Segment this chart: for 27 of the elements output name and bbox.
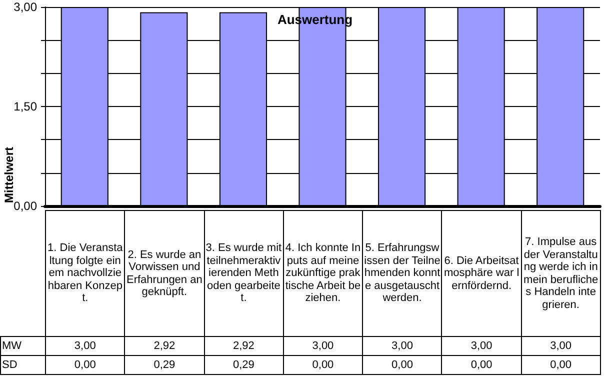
text: 0,29 <box>204 356 284 374</box>
y-tick-label: 1,50 <box>14 100 38 114</box>
data-label: 3,00 <box>283 336 363 356</box>
y-tick-label: 0,00 <box>14 199 38 213</box>
x-tick-label: 1. Die Veranstaltung folgte einem nachvollziehbaren Konzept. <box>46 210 125 336</box>
text: MW <box>0 336 46 356</box>
text: 0,00 <box>283 356 363 374</box>
data-label: 2,92 <box>124 336 204 356</box>
x-tick-label: 4. Ich konnte Inputs auf meine zukünftige praktische Arbeit beziehen. <box>283 210 363 336</box>
x-tick-label: 6. Die Arbeitsatmosphäre war lernfördernd. <box>442 210 522 336</box>
text: 0,00 <box>521 356 600 374</box>
data-label: 3,00 <box>46 336 125 356</box>
data-label: 2,92 <box>204 336 284 356</box>
text: 0,00 <box>46 356 125 374</box>
x-tick-label: 5. Erfahrungswissen der Teilnehmenden konnte ausgetauscht werden. <box>362 210 442 336</box>
x-tick-label: 7. Impulse aus der Veranstaltung werde ich in mein berufliches Handeln integrieren. <box>521 210 600 336</box>
x-tick-label: 3. Es wurde mit teilnehmeraktivierenden Methoden gearbeitet. <box>204 210 284 336</box>
data-label: 3,00 <box>362 336 442 356</box>
text: 0,29 <box>124 356 204 374</box>
x-tick-label: 2. Es wurde an Vorwissen und Erfahrungen angeknüpft. <box>124 210 204 336</box>
data-label: 3,00 <box>521 336 600 356</box>
text: 0,00 <box>362 356 442 374</box>
y-axis-title: Mittelwert <box>2 146 16 203</box>
data-label: 3,00 <box>442 336 522 356</box>
text: 0,00 <box>442 356 522 374</box>
text: SD <box>0 356 46 374</box>
y-tick-label: 3,00 <box>14 0 38 14</box>
